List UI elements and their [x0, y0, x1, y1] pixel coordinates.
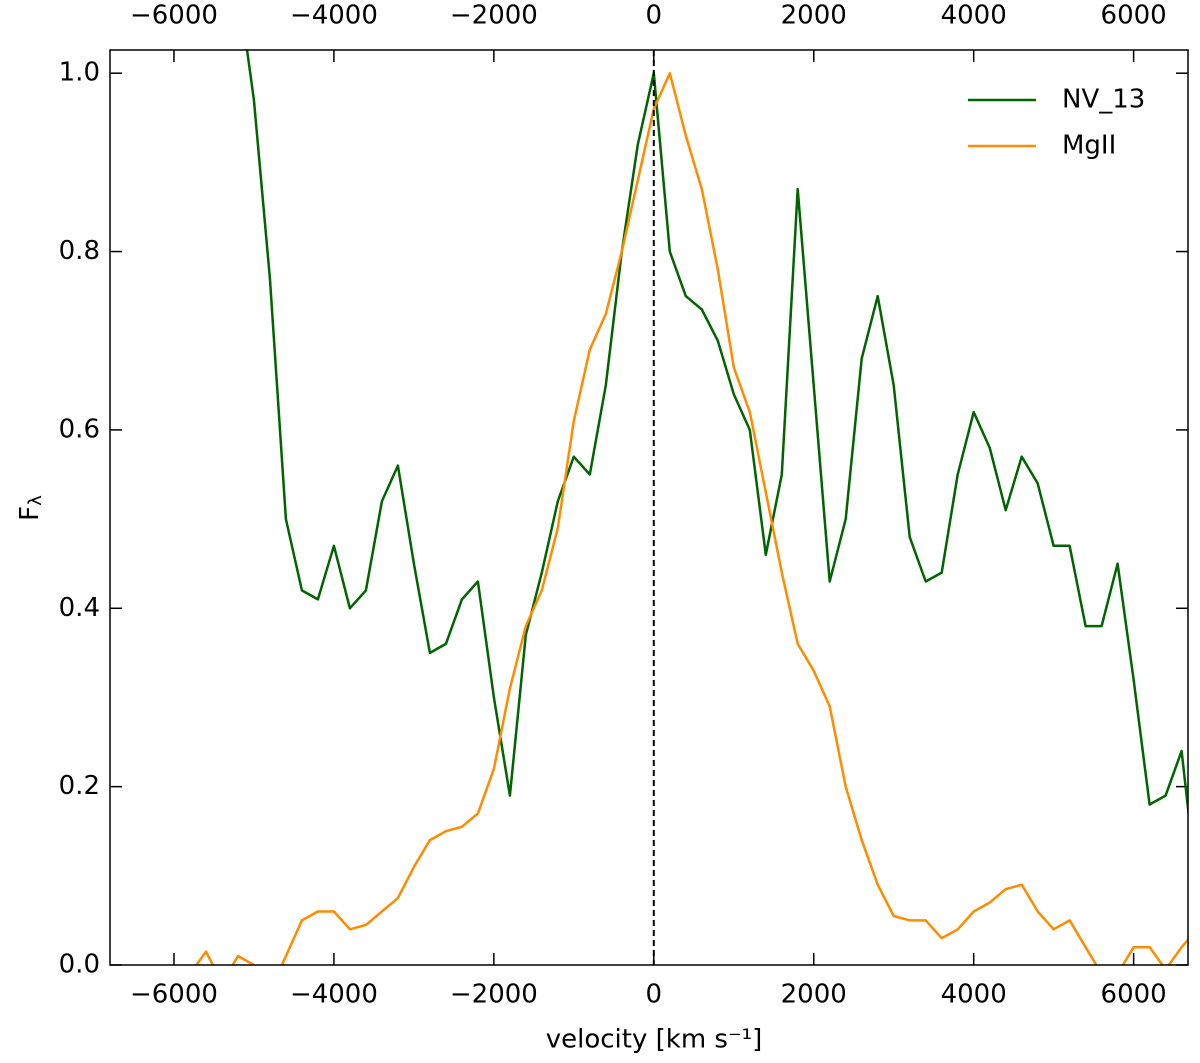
- x-tick-label: −6000: [130, 980, 218, 1010]
- y-tick-label: 0.8: [59, 236, 100, 266]
- x-tick-label-top: −4000: [290, 1, 378, 31]
- y-tick-label: 0.0: [59, 950, 100, 980]
- x-tick-label: 0: [646, 980, 663, 1010]
- x-tick-label-top: 6000: [1101, 1, 1167, 31]
- x-tick-label: 6000: [1101, 980, 1167, 1010]
- y-tick-label: 0.2: [59, 771, 100, 801]
- y-label-main: F: [15, 506, 45, 521]
- x-tick-label: −2000: [450, 980, 538, 1010]
- y-label-sub: λ: [25, 495, 46, 506]
- y-tick-label: 0.4: [59, 593, 100, 623]
- x-tick-label: 4000: [941, 980, 1007, 1010]
- x-tick-label-top: 4000: [941, 1, 1007, 31]
- x-tick-label-top: 2000: [781, 1, 847, 31]
- x-tick-label-top: −6000: [130, 1, 218, 31]
- plot-frame: [109, 49, 1189, 966]
- series-line: [245, 50, 1188, 820]
- plot-area: [194, 50, 1188, 965]
- legend-label: NV_13: [1062, 85, 1145, 115]
- y-axis-label: Fλ: [15, 495, 47, 521]
- x-tick-label: −4000: [290, 980, 378, 1010]
- x-axis-label: velocity [km s⁻¹]: [546, 1025, 763, 1055]
- legend-label: MgII: [1062, 131, 1116, 161]
- y-tick-label: 1.0: [59, 58, 100, 88]
- y-tick-label: 0.6: [59, 414, 100, 444]
- x-tick-label-top: 0: [646, 1, 663, 31]
- x-tick-label: 2000: [781, 980, 847, 1010]
- series-line: [194, 71, 1188, 965]
- x-tick-label-top: −2000: [450, 1, 538, 31]
